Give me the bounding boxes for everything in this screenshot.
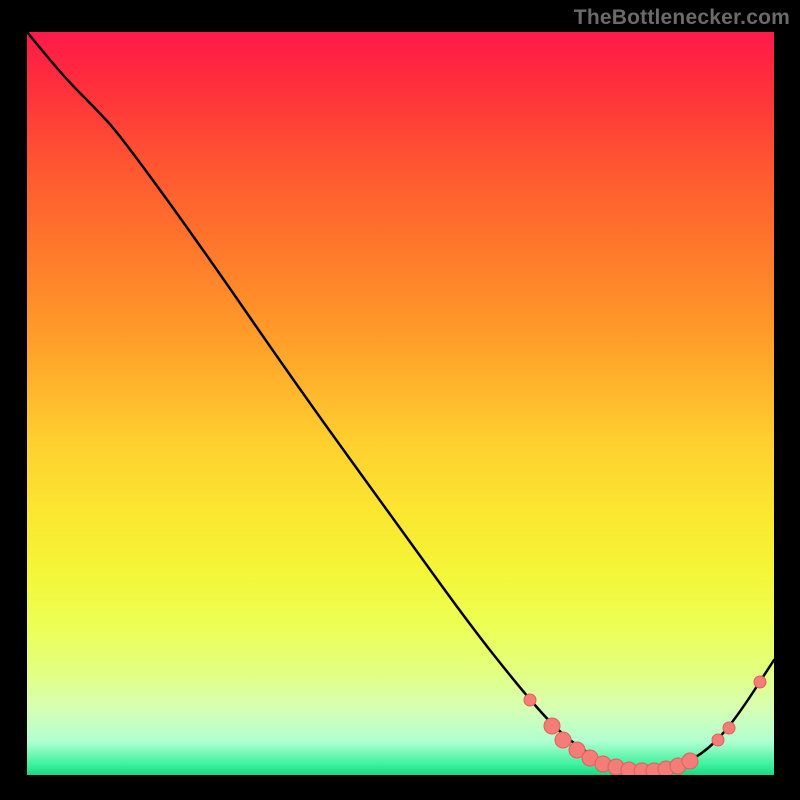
data-marker xyxy=(524,694,536,706)
plot-background xyxy=(27,32,774,775)
data-marker xyxy=(723,722,735,734)
data-marker xyxy=(712,734,724,746)
data-marker xyxy=(682,753,698,769)
watermark-text: TheBottlenecker.com xyxy=(574,6,790,30)
data-marker xyxy=(754,676,766,688)
bottleneck-chart xyxy=(0,0,800,800)
chart-canvas: TheBottlenecker.com xyxy=(0,0,800,800)
data-marker xyxy=(555,732,571,748)
data-marker xyxy=(544,718,560,734)
